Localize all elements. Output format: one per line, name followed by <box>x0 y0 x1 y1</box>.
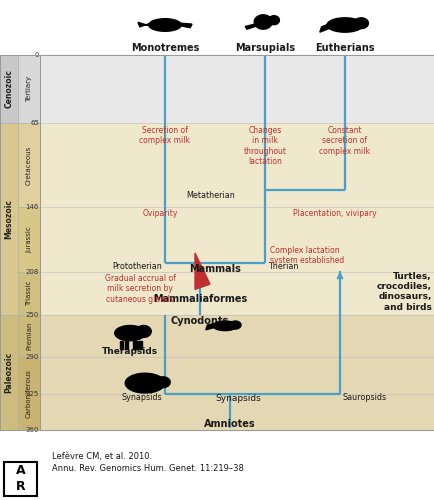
Text: Synapsids: Synapsids <box>121 394 161 402</box>
Text: 65: 65 <box>30 120 39 126</box>
Polygon shape <box>119 341 123 349</box>
Text: Carboniferous: Carboniferous <box>26 369 32 418</box>
Bar <box>18 316 40 357</box>
Text: Complex lactation
system established: Complex lactation system established <box>270 246 343 265</box>
Polygon shape <box>180 23 191 28</box>
Bar <box>40 55 434 430</box>
Polygon shape <box>319 23 330 32</box>
Polygon shape <box>138 341 141 349</box>
Polygon shape <box>133 341 136 349</box>
Text: Mammals: Mammals <box>189 264 240 274</box>
Text: Therapsids: Therapsids <box>102 346 158 356</box>
Text: Secretion of
complex milk: Secretion of complex milk <box>139 126 190 145</box>
Text: Cretaceous: Cretaceous <box>26 146 32 184</box>
Text: 360: 360 <box>26 427 39 433</box>
Polygon shape <box>353 18 368 28</box>
Text: Triassic: Triassic <box>26 281 32 306</box>
Bar <box>40 316 434 430</box>
Bar <box>18 272 40 316</box>
Text: 146: 146 <box>26 204 39 210</box>
Text: Therian: Therian <box>267 262 298 271</box>
Text: Amniotes: Amniotes <box>204 419 255 429</box>
Text: Constant
secretion of
complex milk: Constant secretion of complex milk <box>319 126 370 156</box>
Text: Mesozoic: Mesozoic <box>4 199 13 239</box>
Polygon shape <box>194 253 210 290</box>
Polygon shape <box>205 324 215 330</box>
Text: Eutherians: Eutherians <box>315 43 374 53</box>
Bar <box>0 122 18 316</box>
Bar <box>18 357 40 430</box>
Polygon shape <box>138 22 150 27</box>
Bar <box>40 55 434 122</box>
Text: Premian: Premian <box>26 322 32 350</box>
Bar <box>18 207 40 272</box>
Text: Jurassic: Jurassic <box>26 226 32 253</box>
Polygon shape <box>115 326 145 341</box>
Polygon shape <box>245 24 257 29</box>
Text: Oviparity: Oviparity <box>142 209 177 218</box>
Bar <box>0 55 40 430</box>
Bar <box>18 122 40 207</box>
Text: Cenozoic: Cenozoic <box>4 70 13 108</box>
Polygon shape <box>229 321 240 329</box>
Text: Marsupials: Marsupials <box>234 43 294 53</box>
Text: Annu. Rev. Genomics Hum. Genet. 11:219–38: Annu. Rev. Genomics Hum. Genet. 11:219–3… <box>52 464 243 473</box>
Bar <box>0 316 18 430</box>
Text: Placentation, vivipary: Placentation, vivipary <box>293 209 376 218</box>
Text: Lefèvre CM, et al. 2010.: Lefèvre CM, et al. 2010. <box>52 452 152 461</box>
Text: 208: 208 <box>26 268 39 274</box>
Bar <box>18 55 40 122</box>
Text: Metatherian: Metatherian <box>186 192 234 200</box>
Text: Gradual accrual of
milk secretion by
cutaneous glands: Gradual accrual of milk secretion by cut… <box>104 274 175 304</box>
Polygon shape <box>213 321 237 330</box>
Polygon shape <box>253 15 272 29</box>
Text: Monotremes: Monotremes <box>131 43 199 53</box>
Text: A: A <box>16 464 26 477</box>
Text: Cynodonts: Cynodonts <box>171 316 229 326</box>
Text: Synapsids: Synapsids <box>214 394 260 402</box>
Text: Tertiary: Tertiary <box>26 76 32 102</box>
Text: 290: 290 <box>26 354 39 360</box>
Text: 0: 0 <box>34 52 39 58</box>
Text: 250: 250 <box>26 312 39 318</box>
Polygon shape <box>326 18 362 32</box>
Text: Mammaliaformes: Mammaliaformes <box>152 294 247 304</box>
Text: R: R <box>16 480 26 494</box>
Text: 325: 325 <box>26 390 39 396</box>
Polygon shape <box>155 377 170 388</box>
Polygon shape <box>125 341 128 349</box>
Bar <box>40 122 434 316</box>
Polygon shape <box>136 326 151 338</box>
Polygon shape <box>268 16 279 24</box>
Text: Prototherian: Prototherian <box>112 262 161 271</box>
Polygon shape <box>125 373 164 393</box>
Polygon shape <box>148 18 181 32</box>
Bar <box>0 55 18 122</box>
Text: Sauropsids: Sauropsids <box>342 394 386 402</box>
Text: Changes
in milk
throughout
lactation: Changes in milk throughout lactation <box>243 126 286 166</box>
Text: Turtles,
crocodiles,
dinosaurs,
and birds: Turtles, crocodiles, dinosaurs, and bird… <box>376 272 431 312</box>
Text: Paleozoic: Paleozoic <box>4 352 13 394</box>
